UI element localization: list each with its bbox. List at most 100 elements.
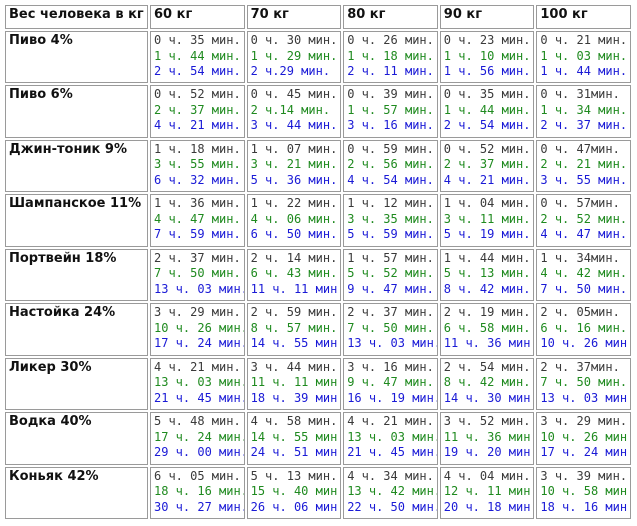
drink-label: Водка 40% <box>5 412 148 465</box>
time-cell: 1 ч. 12 мин. 3 ч. 35 мин. 5 ч. 59 мин. <box>343 194 438 247</box>
time-line-1: 3 ч. 29 мин. <box>154 305 241 320</box>
time-line-3: 30 ч. 27 мин. <box>154 499 245 514</box>
time-cell: 0 ч. 23 мин. 1 ч. 10 мин. 1 ч. 56 мин. <box>439 31 535 84</box>
time-line-3: 2 ч.29 мин. <box>250 64 331 78</box>
drink-label: Пиво 6% <box>5 85 148 138</box>
time-cell: 0 ч. 47мин. 2 ч. 21 мин. 3 ч. 55 мин. <box>536 139 631 193</box>
time-cell: 0 ч. 30 мин. 1 ч. 29 мин. 2 ч.29 мин. <box>246 31 342 84</box>
time-cell: 6 ч. 05 мин. 18 ч. 16 мин. 30 ч. 27 мин. <box>150 466 245 519</box>
time-line-3: 13 ч. 03 мин. <box>154 281 245 296</box>
time-line-3: 3 ч. 16 мин. <box>347 118 434 133</box>
time-line-2: 4 ч. 42 мин. <box>540 266 628 281</box>
time-line-3: 11 ч. 36 мин. <box>443 336 535 351</box>
time-line-1: 2 ч. 37 мин. <box>347 305 434 320</box>
time-line-3: 24 ч. 51 мин. <box>250 445 342 460</box>
time-line-3: 13 ч. 03 мин. <box>347 336 438 351</box>
time-line-1: 0 ч. 52 мин. <box>154 87 241 102</box>
time-line-2: 2 ч.14 мин. <box>250 102 331 117</box>
time-cell: 0 ч. 26 мин. 1 ч. 18 мин. 2 ч. 11 мин. <box>343 31 438 84</box>
weight-header-90: 90 кг <box>439 5 535 29</box>
drink-label: Портвейн 18% <box>5 248 148 302</box>
time-line-1: 2 ч. 37 мин. <box>154 250 241 265</box>
time-line-2: 13 ч. 42 мин. <box>347 484 438 498</box>
time-line-3: 22 ч. 50 мин. <box>347 499 438 514</box>
time-line-2: 1 ч. 03 мин. <box>540 48 628 63</box>
time-line-1: 5 ч. 13 мин. <box>250 468 338 483</box>
time-cell: 1 ч. 18 мин. 3 ч. 55 мин. 6 ч. 32 мин. <box>150 139 245 193</box>
time-cell: 1 ч. 57 мин. 5 ч. 52 мин. 9 ч. 47 мин. <box>343 248 438 302</box>
time-line-1: 1 ч. 22 мин. <box>250 196 338 211</box>
time-line-1: 3 ч. 16 мин. <box>347 359 434 374</box>
time-line-1: 1 ч. 18 мин. <box>154 141 241 156</box>
time-line-1: 0 ч. 52 мин. <box>443 141 531 156</box>
time-line-3: 5 ч. 59 мин. <box>347 227 434 242</box>
time-cell: 0 ч. 39 мин. 1 ч. 57 мин. 3 ч. 16 мин. <box>343 85 438 138</box>
time-line-3: 6 ч. 50 мин. <box>250 227 338 242</box>
time-line-3: 2 ч. 54 мин. <box>154 64 241 78</box>
time-line-1: 0 ч. 35 мин. <box>443 87 531 102</box>
time-line-2: 2 ч. 37 мин. <box>154 102 241 117</box>
time-line-2: 1 ч. 34 мин. <box>540 102 628 117</box>
time-line-1: 3 ч. 52 мин. <box>443 414 531 429</box>
table-row: Водка 40% 5 ч. 48 мин. 17 ч. 24 мин. 29 ч. … <box>5 412 631 465</box>
time-line-2: 15 ч. 40 мин. <box>250 484 342 498</box>
time-line-2: 6 ч. 16 мин. <box>540 320 628 335</box>
time-cell: 4 ч. 34 мин. 13 ч. 42 мин. 22 ч. 50 мин. <box>343 466 438 519</box>
table-row: Ликер 30% 4 ч. 21 мин. 13 ч. 03 мин. 21 ч. … <box>5 357 631 411</box>
time-line-2: 7 ч. 50 мин. <box>154 266 241 281</box>
time-line-1: 2 ч. 19 мин. <box>443 305 531 320</box>
time-cell: 2 ч. 59 мин. 8 ч. 57 мин. 14 ч. 55 мин. <box>246 303 342 356</box>
time-line-2: 4 ч. 47 мин. <box>154 211 241 226</box>
time-line-2: 12 ч. 11 мин. <box>443 484 535 498</box>
time-line-1: 0 ч. 35 мин. <box>154 33 241 47</box>
drink-label: Настойка 24% <box>5 303 148 356</box>
time-line-2: 1 ч. 57 мин. <box>347 102 434 117</box>
time-line-1: 0 ч. 39 мин. <box>347 87 434 102</box>
time-line-2: 1 ч. 44 мин. <box>443 102 531 117</box>
table-row: Шампанское 11% 1 ч. 36 мин. 4 ч. 47 мин. 7 … <box>5 194 631 247</box>
time-line-3: 5 ч. 19 мин. <box>443 227 531 242</box>
time-line-1: 1 ч. 04 мин. <box>443 196 531 211</box>
drink-label: Шампанское 11% <box>5 194 148 247</box>
weight-header-60: 60 кг <box>150 5 245 29</box>
time-line-2: 11 ч. 36 мин. <box>443 429 535 444</box>
time-line-1: 2 ч. 14 мин. <box>250 250 338 265</box>
time-line-1: 4 ч. 04 мин. <box>443 468 531 483</box>
time-cell: 1 ч. 22 мин. 4 ч. 06 мин. 6 ч. 50 мин. <box>246 194 342 247</box>
time-line-2: 3 ч. 11 мин. <box>443 211 531 226</box>
time-line-2: 8 ч. 57 мин. <box>250 320 338 335</box>
time-line-1: 0 ч. 47мин. <box>540 141 620 156</box>
time-line-1: 0 ч. 23 мин. <box>443 33 531 47</box>
time-cell: 1 ч. 04 мин. 3 ч. 11 мин. 5 ч. 19 мин. <box>439 194 535 247</box>
time-line-2: 4 ч. 06 мин. <box>250 211 338 226</box>
time-line-2: 6 ч. 43 мин. <box>250 266 338 281</box>
time-cell: 4 ч. 04 мин. 12 ч. 11 мин. 20 ч. 18 мин. <box>439 466 535 519</box>
time-line-1: 1 ч. 57 мин. <box>347 250 434 265</box>
time-cell: 0 ч. 45 мин. 2 ч.14 мин. 3 ч. 44 мин. <box>246 85 342 138</box>
time-line-2: 7 ч. 50 мин. <box>347 320 434 335</box>
time-cell: 0 ч. 31мин. 1 ч. 34 мин. 2 ч. 37 мин. <box>536 85 631 138</box>
table-row: Портвейн 18% 2 ч. 37 мин. 7 ч. 50 мин. 13 ч… <box>5 248 631 302</box>
time-line-3: 3 ч. 44 мин. <box>250 118 338 133</box>
time-line-3: 5 ч. 36 мин. <box>250 172 338 187</box>
time-cell: 3 ч. 52 мин. 11 ч. 36 мин. 19 ч. 20 мин. <box>439 412 535 465</box>
time-cell: 1 ч. 34мин. 4 ч. 42 мин. 7 ч. 50 мин. <box>536 248 631 302</box>
time-line-2: 5 ч. 13 мин. <box>443 266 531 281</box>
time-line-3: 26 ч. 06 мин. <box>250 499 342 514</box>
time-line-1: 4 ч. 58 мин. <box>250 414 338 429</box>
time-line-1: 1 ч. 34мин. <box>540 250 620 265</box>
time-cell: 2 ч. 37 мин. 7 ч. 50 мин. 13 ч. 03 мин. <box>343 303 438 356</box>
time-line-2: 1 ч. 29 мин. <box>250 48 338 63</box>
time-line-1: 1 ч. 12 мин. <box>347 196 434 211</box>
time-line-2: 7 ч. 50 мин. <box>540 375 628 390</box>
time-line-1: 0 ч. 30 мин. <box>250 33 338 47</box>
time-cell: 0 ч. 52 мин. 2 ч. 37 мин. 4 ч. 21 мин. <box>439 139 535 193</box>
time-line-1: 2 ч. 37мин. <box>540 359 620 374</box>
time-cell: 2 ч. 14 мин. 6 ч. 43 мин. 11 ч. 11 мин. <box>246 248 342 302</box>
time-line-2: 2 ч. 52 мин. <box>540 211 628 226</box>
time-line-3: 16 ч. 19 мин. <box>347 390 438 405</box>
time-line-3: 3 ч. 55 мин. <box>540 172 628 187</box>
time-line-2: 2 ч. 37 мин. <box>443 157 531 172</box>
weight-label-header: Вес человека в кг <box>5 5 148 29</box>
time-line-1: 3 ч. 39 мин. <box>540 468 628 483</box>
